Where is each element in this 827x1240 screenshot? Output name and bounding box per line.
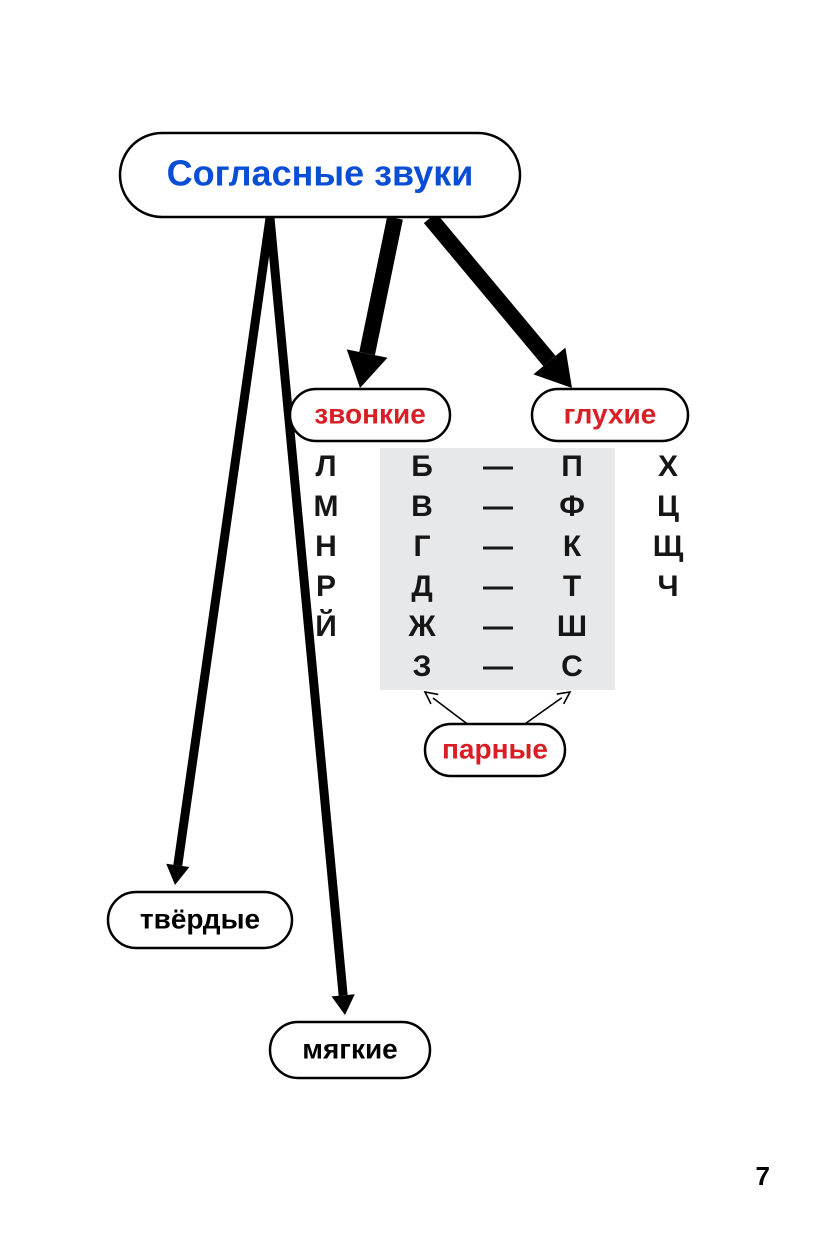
paired-voiced-letter: Г bbox=[413, 530, 430, 563]
paired-voiced-letter: Д bbox=[411, 570, 432, 603]
arrow-shaft bbox=[270, 218, 343, 995]
arrow-head bbox=[166, 864, 189, 885]
thin-arrow-shaft bbox=[433, 698, 470, 726]
pair-dash: — bbox=[483, 610, 513, 643]
thin-arrow-head bbox=[557, 692, 570, 704]
unpaired-voiceless-letter: Ч bbox=[657, 570, 678, 603]
unpaired-voiced-letter: Р bbox=[316, 570, 336, 603]
pair-dash: — bbox=[483, 490, 513, 523]
paired-voiceless-letter: Ф bbox=[559, 490, 585, 523]
unpaired-voiceless-letter: Ц bbox=[657, 490, 679, 523]
unpaired-voiced-letter: Й bbox=[315, 609, 337, 643]
arrow-shaft bbox=[430, 218, 549, 361]
arrow-head bbox=[347, 349, 388, 388]
paired-voiced-letter: Б bbox=[411, 450, 433, 483]
paired-voiceless-letter: П bbox=[561, 450, 583, 483]
unpaired-voiced-letter: М bbox=[314, 490, 339, 523]
arrow-shaft bbox=[367, 218, 395, 354]
unpaired-voiced-letter: Л bbox=[315, 450, 336, 483]
paired-voiced-letter: В bbox=[411, 490, 433, 523]
voiced-node-label: звонкие bbox=[314, 398, 426, 429]
pair-dash: — bbox=[483, 650, 513, 683]
thin-arrow-shaft bbox=[522, 698, 562, 726]
paired-node-label: парные bbox=[442, 733, 548, 764]
hard-node-label: твёрдые bbox=[140, 903, 260, 934]
unpaired-voiceless-letter: Щ bbox=[653, 530, 684, 563]
paired-voiceless-letter: К bbox=[563, 530, 582, 563]
pair-dash: — bbox=[483, 450, 513, 483]
pair-dash: — bbox=[483, 570, 513, 603]
paired-voiced-letter: Ж bbox=[407, 610, 436, 643]
page-number: 7 bbox=[756, 1161, 770, 1191]
root-node-label: Согласные звуки bbox=[167, 153, 474, 194]
paired-voiceless-letter: Ш bbox=[557, 610, 587, 643]
voiceless-node-label: глухие bbox=[564, 398, 657, 429]
thin-arrow-head bbox=[425, 692, 438, 704]
arrow-head bbox=[331, 994, 354, 1015]
paired-voiceless-letter: С bbox=[561, 650, 583, 683]
soft-node-label: мягкие bbox=[302, 1033, 398, 1064]
paired-voiced-letter: З bbox=[413, 650, 432, 683]
arrow-shaft bbox=[178, 218, 270, 865]
pair-dash: — bbox=[483, 530, 513, 563]
unpaired-voiced-letter: Н bbox=[315, 530, 337, 563]
paired-voiceless-letter: Т bbox=[563, 570, 581, 603]
unpaired-voiceless-letter: Х bbox=[658, 450, 678, 483]
